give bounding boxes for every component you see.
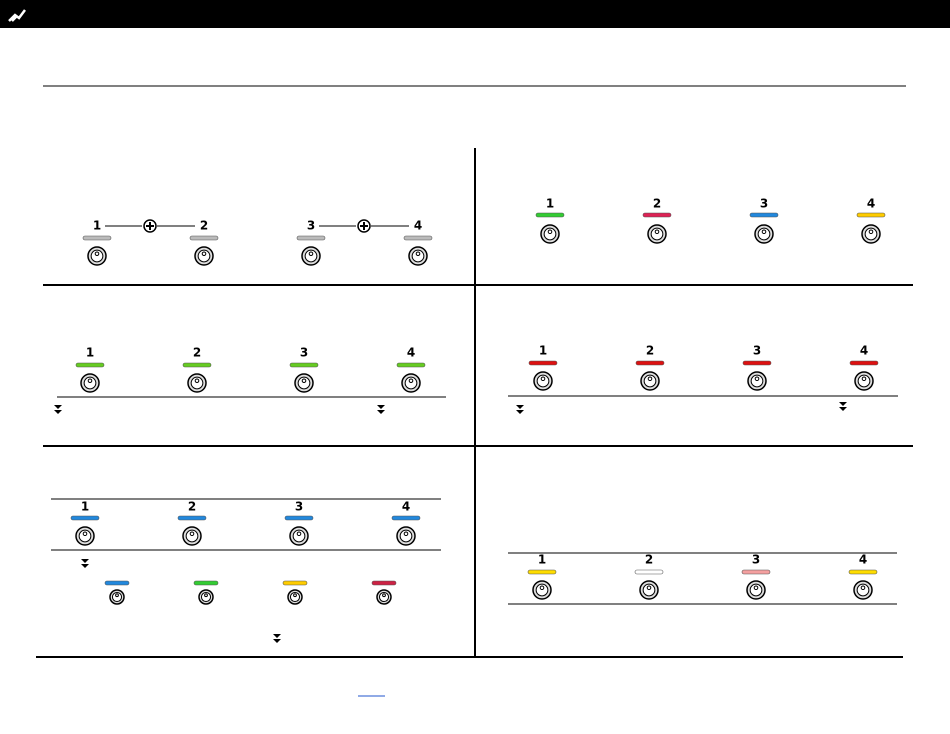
footswitch-center xyxy=(861,376,867,382)
led xyxy=(371,580,397,586)
switch-label: 2 xyxy=(188,500,196,514)
footswitch-center xyxy=(654,229,660,235)
arrow xyxy=(516,405,524,414)
led xyxy=(391,515,421,521)
footswitch-center xyxy=(868,229,874,235)
footswitch-center xyxy=(860,585,866,591)
footswitch-center xyxy=(547,229,553,235)
switch-label: 1 xyxy=(546,197,554,211)
led xyxy=(177,515,207,521)
led xyxy=(749,212,779,218)
footswitch-center xyxy=(754,376,760,382)
footswitch-center xyxy=(194,378,200,384)
footswitch-center xyxy=(761,229,767,235)
footswitch-center xyxy=(403,531,409,537)
led xyxy=(403,235,433,241)
switch-label: 1 xyxy=(93,219,101,233)
led xyxy=(396,362,426,368)
arrow xyxy=(54,405,62,414)
combine-plus xyxy=(146,222,154,230)
led xyxy=(75,362,105,368)
switch-label: 4 xyxy=(407,346,415,360)
footswitch-center xyxy=(647,376,653,382)
footswitch-center xyxy=(301,378,307,384)
footswitch-center xyxy=(296,531,302,537)
switch-label: 4 xyxy=(867,197,875,211)
led xyxy=(82,235,112,241)
switch-label: 2 xyxy=(653,197,661,211)
footswitch-center xyxy=(201,251,207,257)
switch-label: 4 xyxy=(402,500,410,514)
switch-label: 1 xyxy=(81,500,89,514)
switch-label: 2 xyxy=(193,346,201,360)
led xyxy=(289,362,319,368)
header-bar xyxy=(0,0,950,28)
led xyxy=(742,360,772,366)
footswitch-center xyxy=(115,593,119,598)
switch-label: 3 xyxy=(307,219,315,233)
footswitch-center xyxy=(189,531,195,537)
footswitch-center xyxy=(539,585,545,591)
switch-label: 2 xyxy=(646,344,654,358)
led xyxy=(189,235,219,241)
led xyxy=(284,515,314,521)
led xyxy=(535,212,565,218)
switch-label: 1 xyxy=(539,344,547,358)
led xyxy=(193,580,219,586)
switch-label: 3 xyxy=(753,344,761,358)
switch-label: 2 xyxy=(645,553,653,567)
footswitch-center xyxy=(753,585,759,591)
switch-label: 2 xyxy=(200,219,208,233)
led xyxy=(634,569,664,575)
switch-label: 3 xyxy=(752,553,760,567)
switch-label: 3 xyxy=(295,500,303,514)
switch-label: 3 xyxy=(760,197,768,211)
footswitch-center xyxy=(408,378,414,384)
arrow xyxy=(273,634,281,643)
led xyxy=(528,360,558,366)
footswitch-center xyxy=(293,593,297,598)
footswitch-center xyxy=(382,593,386,598)
combine-plus xyxy=(360,222,368,230)
footswitch-center xyxy=(94,251,100,257)
led xyxy=(741,569,771,575)
switch-label: 4 xyxy=(859,553,867,567)
footswitch-center xyxy=(415,251,421,257)
led xyxy=(856,212,886,218)
led xyxy=(848,569,878,575)
led xyxy=(642,212,672,218)
footswitch-center xyxy=(646,585,652,591)
logo xyxy=(8,9,26,22)
arrow xyxy=(81,559,89,568)
footswitch-center xyxy=(540,376,546,382)
led xyxy=(849,360,879,366)
led xyxy=(635,360,665,366)
switch-label: 3 xyxy=(300,346,308,360)
led xyxy=(527,569,557,575)
footswitch-center xyxy=(308,251,314,257)
led xyxy=(182,362,212,368)
footswitch-center xyxy=(204,593,208,598)
led xyxy=(296,235,326,241)
footswitch-center xyxy=(82,531,88,537)
footswitch-center xyxy=(87,378,93,384)
switch-label: 1 xyxy=(86,346,94,360)
arrow xyxy=(839,402,847,411)
switch-label: 4 xyxy=(860,344,868,358)
led xyxy=(70,515,100,521)
switch-label: 4 xyxy=(414,219,422,233)
arrow xyxy=(377,405,385,414)
led xyxy=(282,580,308,586)
led xyxy=(104,580,130,586)
switch-label: 1 xyxy=(538,553,546,567)
